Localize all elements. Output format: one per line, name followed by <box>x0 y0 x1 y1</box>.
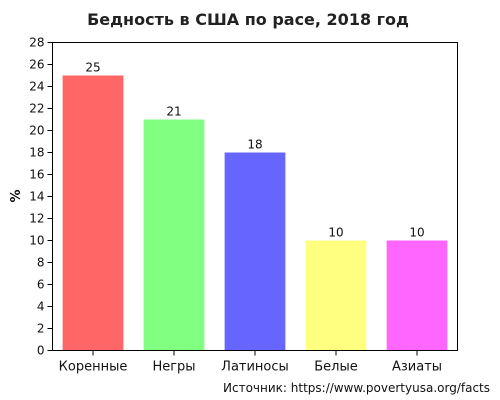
bar-4 <box>305 240 367 351</box>
x-axis-ticks: Коренные Негры Латиносы Белые Азиаты <box>59 350 442 375</box>
y-tick-label: 8 <box>37 256 45 270</box>
x-category-label: Латиносы <box>221 360 289 375</box>
y-tick-label: 14 <box>29 190 44 204</box>
y-tick-label: 28 <box>29 36 44 50</box>
y-tick-label: 26 <box>29 58 44 72</box>
y-tick-label: 20 <box>29 124 44 138</box>
bar-value-label: 25 <box>85 61 100 75</box>
source-note: Источник: https://www.povertyusa.org/fac… <box>223 381 490 395</box>
bar-1 <box>62 75 124 351</box>
bar-value-label: 18 <box>247 138 262 152</box>
bars <box>62 75 448 351</box>
x-category-label: Коренные <box>59 360 128 375</box>
data-labels: 25 21 18 10 10 <box>85 61 424 240</box>
chart-title: Бедность в США по расе, 2018 год <box>87 10 409 29</box>
bar-value-label: 21 <box>166 105 181 119</box>
x-category-label: Негры <box>152 360 195 375</box>
y-tick-label: 12 <box>29 212 44 226</box>
y-tick-label: 16 <box>29 168 44 182</box>
bar-value-label: 10 <box>409 226 424 240</box>
y-tick-label: 22 <box>29 102 44 116</box>
y-tick-label: 18 <box>29 146 44 160</box>
y-tick-label: 2 <box>37 322 45 336</box>
y-tick-label: 6 <box>37 278 45 292</box>
bar-2 <box>143 119 205 351</box>
plot-area-frame <box>52 42 458 351</box>
y-tick-label: 10 <box>29 234 44 248</box>
bar-value-label: 10 <box>328 226 343 240</box>
bar-5 <box>386 240 448 351</box>
y-tick-label: 24 <box>29 80 44 94</box>
x-category-label: Азиаты <box>392 360 442 375</box>
bar-3 <box>224 152 286 351</box>
y-tick-label: 4 <box>37 300 45 314</box>
y-axis-label: % <box>9 189 24 202</box>
x-category-label: Белые <box>314 360 358 375</box>
y-tick-label: 0 <box>37 344 45 358</box>
